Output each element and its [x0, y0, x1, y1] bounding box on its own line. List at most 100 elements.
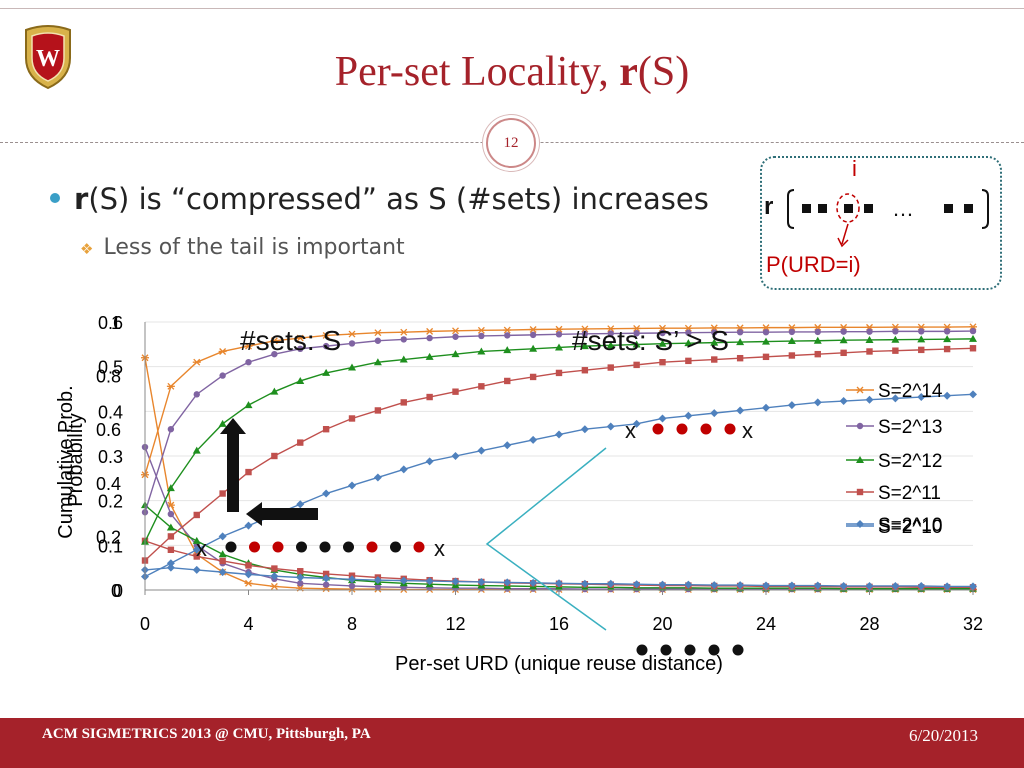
up-arrow-shaft: [227, 432, 239, 512]
vector-element: [802, 204, 811, 213]
data-point: [762, 581, 770, 590]
data-point: [167, 510, 175, 518]
data-point: [917, 581, 926, 590]
data-point: [271, 350, 278, 358]
data-point: [322, 489, 331, 498]
prob-label: P(URD=i): [766, 252, 861, 277]
data-point: [503, 346, 512, 354]
y-tick-label-cumulative: 0.4: [96, 474, 121, 494]
data-point: [711, 329, 718, 336]
data-point: [606, 422, 615, 431]
data-point: [787, 401, 796, 410]
data-point: [710, 324, 719, 332]
sequence-dot: [296, 541, 307, 553]
data-point: [245, 468, 252, 476]
data-point: [399, 576, 408, 585]
chart-ticks: 00.10.20.30.40.50.600.20.40.60.810 4 8 12 16…: [96, 313, 983, 634]
data-point: [245, 359, 252, 366]
footer-date: 6/20/2013: [909, 726, 978, 745]
data-point: [865, 395, 874, 404]
x-tick-label: 4: [243, 614, 253, 634]
data-point: [580, 425, 589, 434]
data-point: [840, 328, 847, 335]
cumulative-series-line: [144, 347, 974, 562]
data-point: [296, 500, 305, 509]
dot-sequence-left: [225, 541, 425, 553]
data-point: [969, 327, 977, 335]
data-point: [219, 557, 226, 565]
data-point: [787, 337, 796, 345]
sequence-dot: [724, 423, 736, 435]
data-point: [348, 575, 356, 584]
data-point: [529, 435, 538, 444]
data-point: [658, 339, 667, 347]
data-point: [477, 577, 486, 586]
data-point: [167, 546, 175, 553]
data-point: [865, 335, 874, 343]
data-point: [373, 576, 382, 585]
data-point: [632, 580, 641, 589]
data-point: [399, 328, 408, 336]
data-point: [374, 583, 382, 591]
data-point: [270, 572, 279, 581]
y-tick-label: 0: [113, 581, 123, 601]
vector-element: [844, 204, 853, 213]
data-point: [166, 382, 175, 390]
diamond-bullet-icon: ❖: [80, 240, 94, 258]
y-tick-label-cumulative: 1: [111, 313, 121, 333]
data-point: [167, 533, 175, 540]
data-point: [856, 456, 864, 463]
data-point: [504, 377, 511, 385]
page-number-badge: 12: [486, 118, 536, 168]
sequence-dot: [366, 541, 378, 553]
data-point: [192, 545, 201, 554]
data-point: [607, 364, 614, 371]
slide-title: Per-set Locality, r(S): [334, 49, 690, 95]
sequence-dot: [636, 644, 648, 656]
data-point: [856, 520, 864, 528]
data-point: [633, 361, 640, 369]
data-point: [762, 353, 770, 361]
x-tick-label: 28: [859, 614, 879, 634]
data-point: [580, 342, 589, 350]
y-tick-label: 0.5: [98, 358, 123, 378]
y-axis-title-cumulative: Cumulative Prob.: [55, 385, 77, 538]
data-point: [322, 426, 330, 433]
data-point: [813, 398, 822, 407]
data-point: [192, 565, 201, 574]
data-point: [762, 324, 770, 332]
data-point: [218, 568, 227, 577]
main-bullet: r(S) is “compressed” as S (#sets) increa…: [50, 182, 709, 216]
data-point: [969, 334, 977, 342]
x-marker-top-left: x: [625, 418, 636, 443]
data-point: [297, 439, 304, 446]
data-point: [504, 332, 511, 339]
data-point: [813, 336, 822, 344]
data-point: [839, 581, 848, 590]
data-point: [451, 327, 460, 335]
data-point: [606, 341, 615, 349]
data-point: [943, 345, 951, 353]
data-point: [943, 328, 951, 335]
page-number: 12: [503, 135, 519, 151]
data-point: [659, 359, 666, 366]
left-arrow-head: [246, 502, 262, 526]
y-tick-label: 0.4: [98, 402, 123, 422]
data-point: [166, 523, 175, 531]
top-border: [0, 8, 1024, 9]
data-point: [374, 407, 382, 414]
data-point: [218, 348, 227, 355]
data-point: [451, 577, 460, 586]
data-point: [581, 367, 589, 374]
data-point: [297, 568, 304, 575]
data-point: [478, 383, 485, 390]
footer-bar: [0, 718, 1024, 768]
data-point: [348, 415, 356, 422]
data-point: [866, 328, 873, 335]
data-point: [425, 327, 434, 335]
data-point: [580, 325, 589, 333]
bullet-text: (S) is “compressed” as S (#sets) increas…: [88, 182, 709, 216]
data-point: [555, 343, 563, 351]
data-point: [762, 328, 770, 336]
data-point: [866, 348, 873, 355]
